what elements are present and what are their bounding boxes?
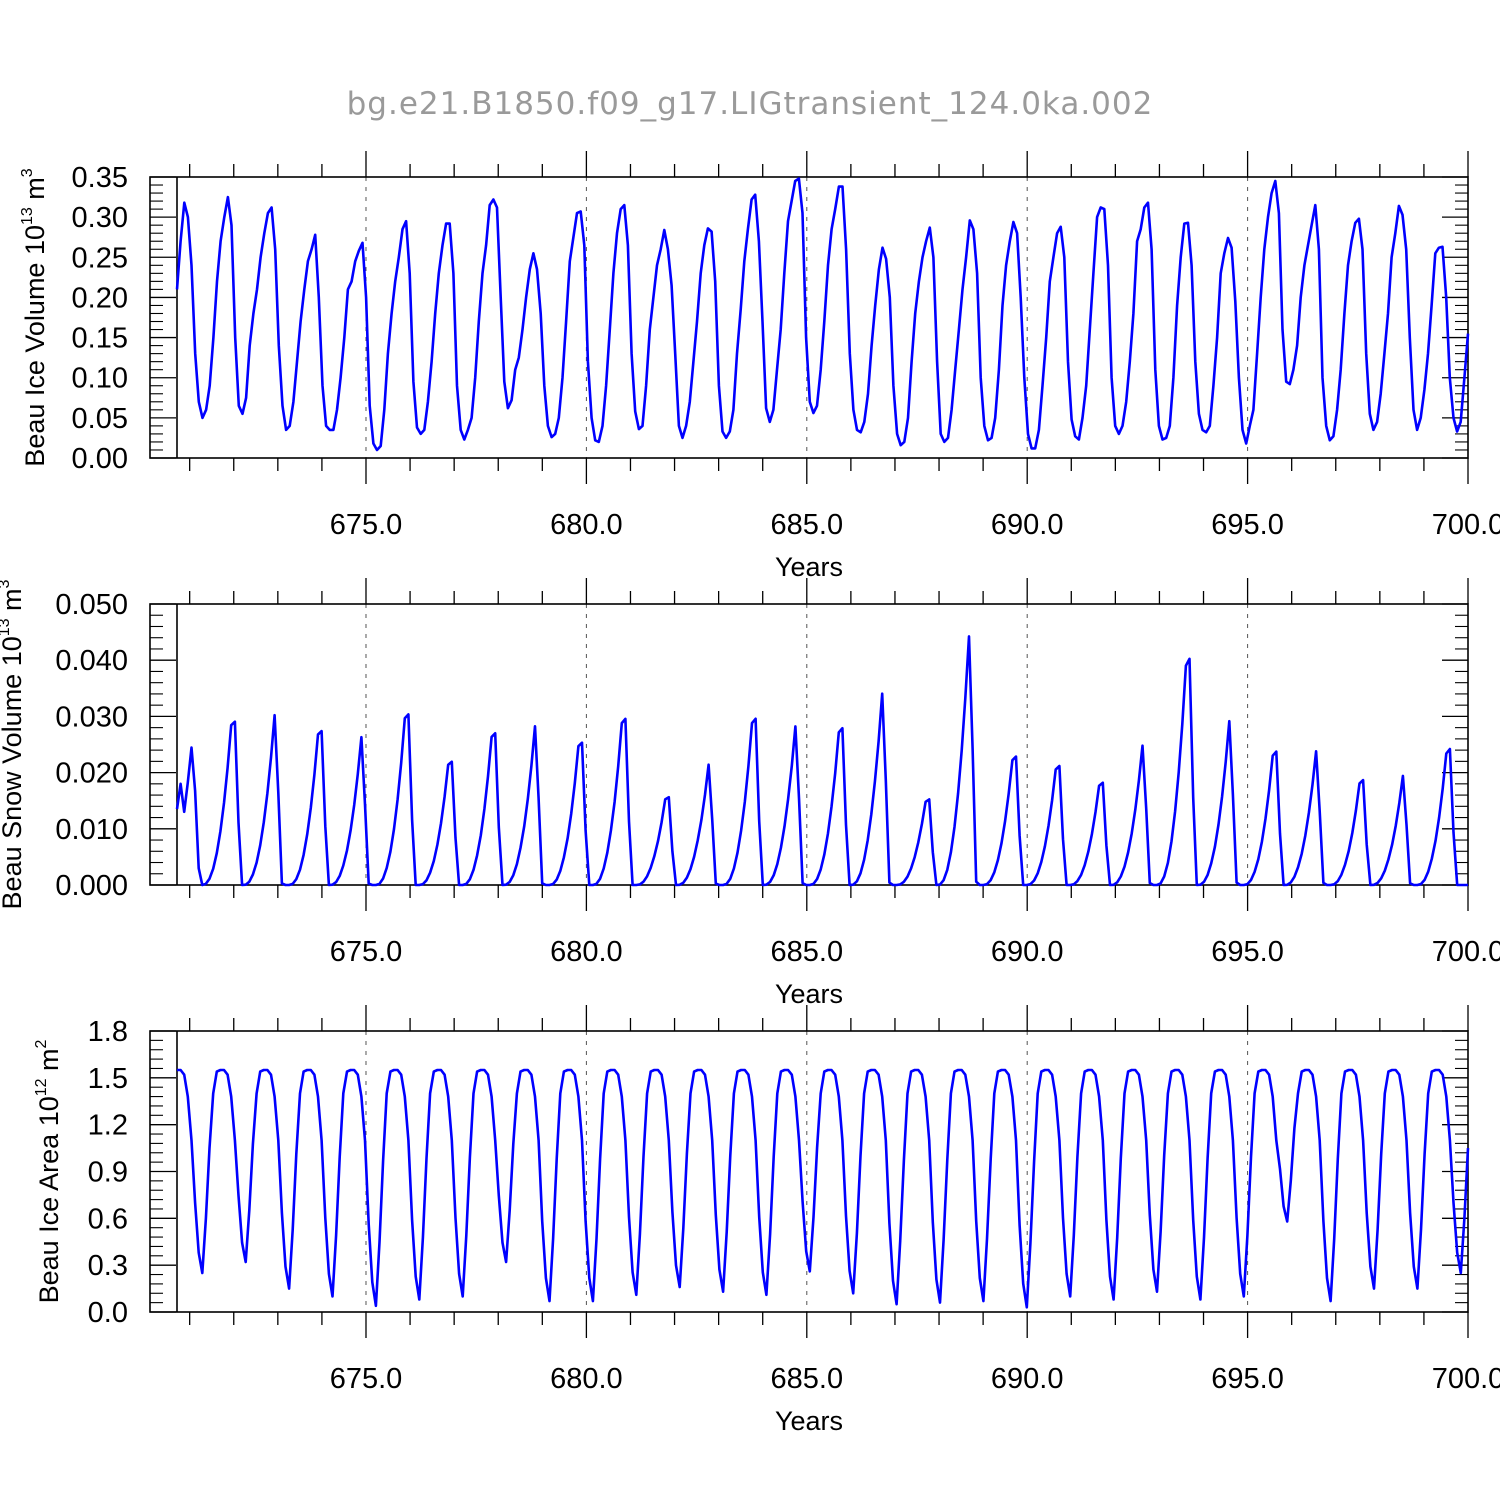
x-tick-label: 685.0: [771, 1363, 844, 1395]
y-tick-label: 1.8: [88, 1016, 128, 1048]
x-tick-label: 680.0: [550, 936, 623, 968]
y-tick-label: 0.020: [55, 758, 128, 790]
y-tick-label: 0.010: [55, 814, 128, 846]
chart-panel-3: 0.0 0.3 0.6 0.9 1.2 1.5 1.8 675.0 680.0 685.0 690.…: [33, 1005, 1500, 1436]
x-tick-label: 700.0: [1432, 1363, 1500, 1395]
y-tick-label: 0.050: [55, 589, 128, 621]
x-axis-label: Years: [775, 552, 843, 582]
x-axis-label: Years: [775, 1406, 843, 1436]
x-tick-label: 700.0: [1432, 936, 1500, 968]
y-tick-label: 0.040: [55, 645, 128, 677]
y-tick-label: 0.10: [72, 363, 128, 395]
chart-panels: 0.00 0.05 0.10 0.15 0.20 0.25 0.30 0.35 675.0 680…: [0, 151, 1500, 1436]
x-tick-label: 675.0: [330, 509, 403, 541]
y-tick-label: 1.5: [88, 1063, 128, 1095]
x-tick-label: 685.0: [771, 936, 844, 968]
x-tick-label: 695.0: [1211, 509, 1284, 541]
chart-panel-2: 0.000 0.010 0.020 0.030 0.040 0.050 675.0 680.0…: [0, 578, 1500, 1009]
y-tick-label: 0.25: [72, 242, 128, 274]
x-tick-label: 680.0: [550, 1363, 623, 1395]
series-line: [175, 635, 1468, 887]
figure-title: bg.e21.B1850.f09_g17.LIGtransient_124.0k…: [347, 86, 1154, 122]
y-tick-label: 0.9: [88, 1157, 128, 1189]
x-tick-label: 695.0: [1211, 936, 1284, 968]
chart-panel-1: 0.00 0.05 0.10 0.15 0.20 0.25 0.30 0.35 675.0 680…: [19, 151, 1500, 582]
y-tick-label: 0.3: [88, 1250, 128, 1282]
y-tick-label: 1.2: [88, 1110, 128, 1142]
y-axis-label: Beau Ice Area 1012 m2: [33, 1039, 64, 1303]
y-tick-label: 0.00: [72, 443, 128, 475]
y-tick-label: 0.0: [88, 1297, 128, 1329]
x-tick-label: 680.0: [550, 509, 623, 541]
y-axis-label: Beau Snow Volume 1013 m3: [0, 579, 27, 909]
y-tick-label: 0.05: [72, 403, 128, 435]
x-tick-label: 675.0: [330, 936, 403, 968]
x-tick-label: 700.0: [1432, 509, 1500, 541]
series-line: [175, 177, 1470, 452]
x-tick-label: 695.0: [1211, 1363, 1284, 1395]
y-tick-label: 0.35: [72, 162, 128, 194]
x-tick-label: 685.0: [771, 509, 844, 541]
y-tick-label: 0.030: [55, 701, 128, 733]
y-tick-label: 0.15: [72, 323, 128, 355]
x-tick-label: 690.0: [991, 509, 1064, 541]
y-tick-label: 0.000: [55, 870, 128, 902]
x-tick-label: 690.0: [991, 936, 1064, 968]
y-axis-label: Beau Ice Volume 1013 m3: [19, 168, 50, 466]
y-tick-label: 0.6: [88, 1203, 128, 1235]
x-axis-label: Years: [775, 979, 843, 1009]
series-line: [177, 1068, 1470, 1309]
plot-frame: [149, 176, 1469, 459]
y-tick-label: 0.30: [72, 202, 128, 234]
x-tick-label: 675.0: [330, 1363, 403, 1395]
x-tick-label: 690.0: [991, 1363, 1064, 1395]
y-tick-label: 0.20: [72, 282, 128, 314]
